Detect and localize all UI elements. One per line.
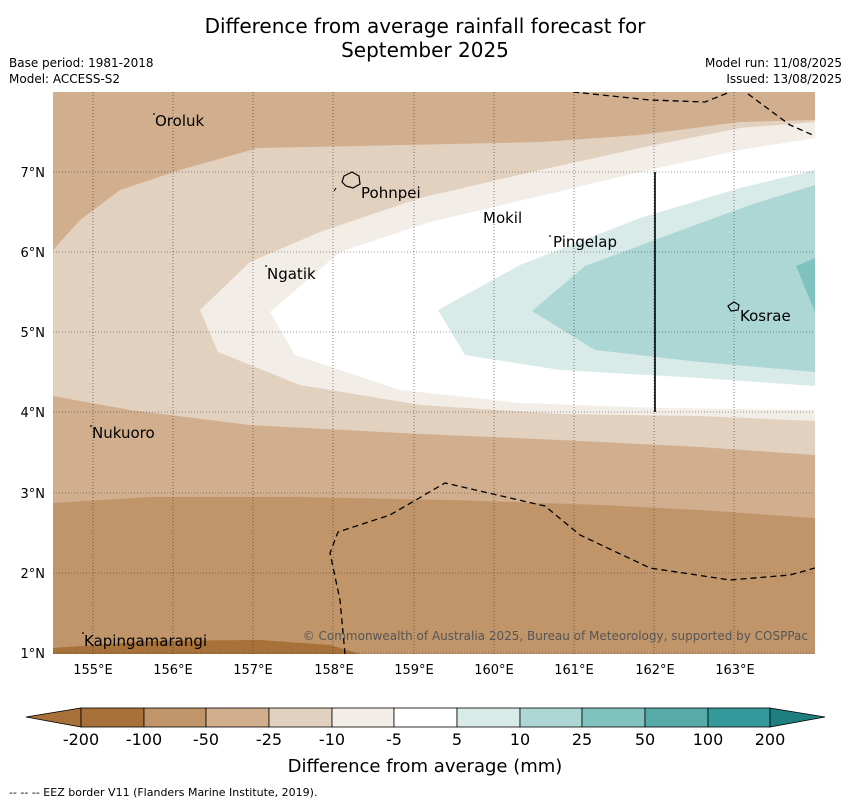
eez-source-note: -- -- -- EEZ border V11 (Flanders Marine… — [9, 786, 318, 799]
colorbar-bin — [80, 707, 145, 728]
lon-tick: 159°E — [394, 663, 434, 678]
lon-tick: 155°E — [73, 663, 113, 678]
lon-tick-labels: 155°E 156°E 157°E 158°E 159°E 160°E 161°… — [73, 663, 755, 678]
ngatik-dot — [265, 265, 267, 267]
colorbar-bin — [268, 707, 333, 728]
colorbar-label: 5 — [452, 730, 462, 749]
colorbar-bin — [644, 707, 709, 728]
colorbar-labels: -200 -100 -50 -25 -10 -5 5 10 25 50 100 … — [63, 730, 785, 749]
issued-date: Issued: 13/08/2025 — [726, 72, 842, 86]
colorbar-label: -5 — [386, 730, 402, 749]
place-kapingamarangi: Kapingamarangi — [84, 632, 207, 650]
lat-tick: 5°N — [21, 326, 46, 341]
lat-tick: 1°N — [21, 647, 46, 662]
place-ngatik: Ngatik — [267, 265, 316, 283]
lat-tick-labels: 7°N 6°N 5°N 4°N 3°N 2°N 1°N — [21, 166, 46, 662]
colorbar-title: Difference from average (mm) — [288, 756, 563, 777]
colorbar-bin — [581, 707, 646, 728]
lat-tick: 2°N — [21, 567, 46, 582]
colorbar-label: 50 — [635, 730, 655, 749]
chart-title: Difference from average rainfall forecas… — [0, 14, 850, 62]
colorbar-label: -100 — [126, 730, 162, 749]
band-minus100 — [53, 497, 815, 654]
copyright-notice: © Commonwealth of Australia 2025, Bureau… — [303, 629, 808, 643]
meta-right: Model run: 11/08/2025 Issued: 13/08/2025 — [705, 55, 842, 87]
title-line-1: Difference from average rainfall forecas… — [204, 14, 646, 38]
band-minus200 — [53, 640, 360, 654]
colorbar-extend-left — [25, 707, 82, 728]
pingelap-dot — [549, 235, 551, 237]
grid-lines — [53, 92, 815, 654]
colorbar-bin — [519, 707, 583, 728]
colorbar-extend-right — [769, 707, 826, 728]
meta-left: Base period: 1981-2018 Model: ACCESS-S2 — [9, 55, 154, 87]
title-line-2: September 2025 — [341, 38, 509, 62]
lon-tick: 163°E — [715, 663, 755, 678]
place-pingelap: Pingelap — [553, 233, 617, 251]
colorbar: -200 -100 -50 -25 -10 -5 5 10 25 50 100 … — [25, 707, 826, 777]
colorbar-label: -10 — [319, 730, 345, 749]
place-kosrae: Kosrae — [740, 307, 791, 325]
oroluk-dot — [153, 113, 155, 115]
place-mokil: Mokil — [483, 209, 522, 227]
colorbar-bin — [205, 707, 270, 728]
colorbar-bin — [143, 707, 207, 728]
kosrae-island-icon — [727, 301, 740, 312]
place-nukuoro: Nukuoro — [92, 424, 155, 442]
model-run: Model run: 11/08/2025 — [704, 56, 842, 70]
lat-tick: 4°N — [21, 406, 46, 421]
lon-tick: 156°E — [153, 663, 193, 678]
colorbar-bin — [393, 707, 458, 728]
colorbar-label: -50 — [193, 730, 219, 749]
lat-tick: 7°N — [21, 166, 46, 181]
colorbar-bin — [707, 707, 771, 728]
colorbar-label: 10 — [510, 730, 530, 749]
colorbar-label: 200 — [755, 730, 786, 749]
nukuoro-dot — [90, 425, 92, 427]
lon-tick: 161°E — [554, 663, 594, 678]
pohnpei-islet-icon — [333, 187, 337, 192]
band-plus10 — [532, 185, 815, 372]
lat-tick: 6°N — [21, 246, 46, 261]
colorbar-label: 25 — [572, 730, 592, 749]
band-plus25 — [796, 258, 815, 312]
kapingamarangi-dot — [82, 632, 84, 634]
base-period: Base period: 1981-2018 — [9, 56, 154, 70]
lon-tick: 157°E — [233, 663, 273, 678]
lat-tick: 3°N — [21, 487, 46, 502]
lon-tick: 160°E — [474, 663, 514, 678]
map-area: Oroluk Pohnpei Mokil Pingelap Ngatik Kos… — [53, 92, 815, 654]
place-oroluk: Oroluk — [155, 112, 204, 130]
eez-borders — [329, 92, 815, 654]
colorbar-label: -25 — [256, 730, 282, 749]
pohnpei-island-icon — [341, 171, 361, 189]
colorbar-bin — [456, 707, 521, 728]
colorbar-label: -200 — [63, 730, 99, 749]
band-minus50-north — [53, 92, 815, 250]
model-name: Model: ACCESS-S2 — [9, 72, 121, 86]
lon-tick: 158°E — [314, 663, 354, 678]
place-pohnpei: Pohnpei — [361, 184, 421, 202]
lon-tick: 162°E — [635, 663, 675, 678]
colorbar-label: 100 — [693, 730, 724, 749]
colorbar-bin — [331, 707, 395, 728]
